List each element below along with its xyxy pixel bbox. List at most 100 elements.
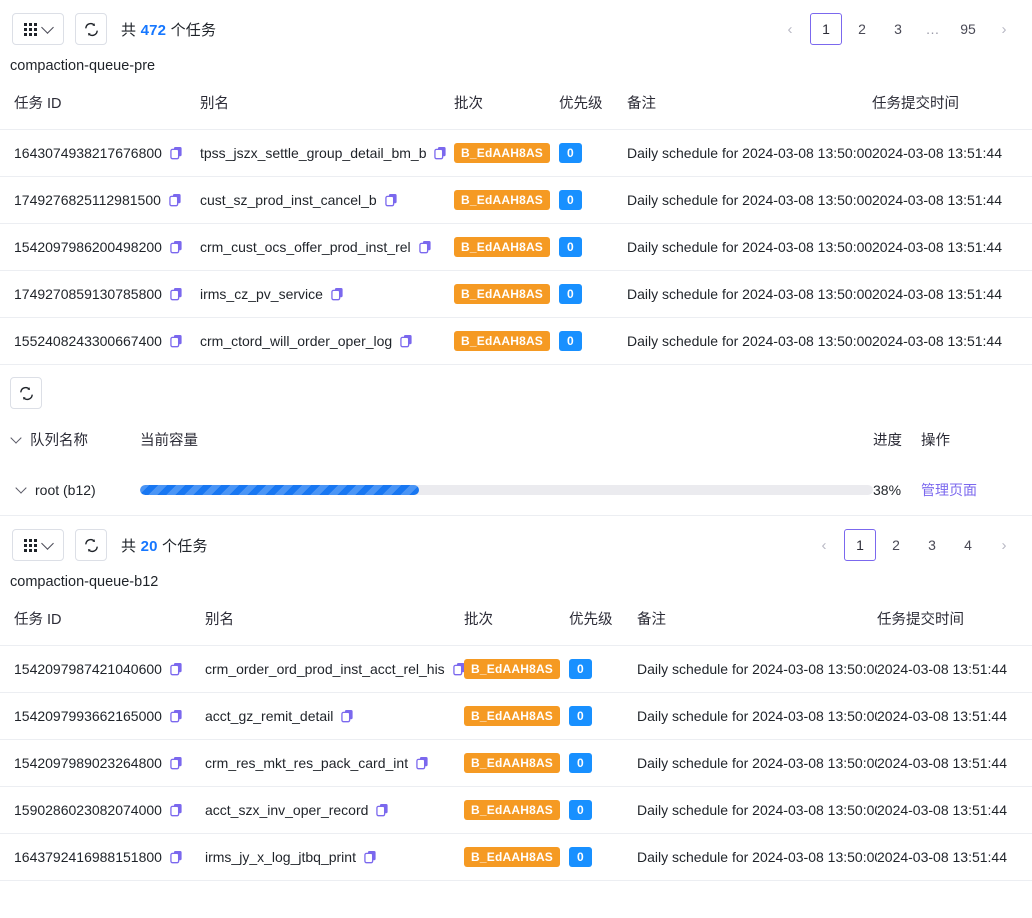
table-row: 1749270859130785800 irms_cz_pv_service B_E…: [0, 270, 1032, 318]
task-table-two: 任务 ID 别名 批次 优先级 备注 任务提交时间 15420979874210…: [0, 590, 1032, 881]
copy-icon[interactable]: [418, 240, 432, 254]
chevron-down-icon: [41, 20, 54, 34]
cell-alias: crm_res_mkt_res_pack_card_int: [205, 739, 464, 787]
table-row: 1643074938217676800 tpss_jszx_settle_grou…: [0, 129, 1032, 177]
priority-badge: 0: [559, 143, 582, 163]
cell-task-id: 1643074938217676800: [0, 129, 200, 177]
cell-submit-time: 2024-03-08 13:51:44: [872, 270, 1032, 318]
copy-icon[interactable]: [170, 709, 183, 723]
queue-header-row: 队列名称 当前容量 进度 操作: [0, 409, 1032, 466]
submit-time-value: 2024-03-08 13:51:44: [877, 802, 1007, 818]
manage-page-link[interactable]: 管理页面: [921, 482, 977, 498]
refresh-icon: [84, 538, 98, 552]
chevron-down-icon[interactable]: [10, 431, 22, 444]
column-header-task-id-two: 任务 ID: [0, 590, 205, 646]
pagination-ellipsis[interactable]: …: [925, 21, 941, 37]
copy-icon[interactable]: [170, 803, 183, 817]
copy-icon[interactable]: [384, 193, 398, 207]
pagination-page-1[interactable]: 1: [810, 13, 842, 45]
alias-value: crm_res_mkt_res_pack_card_int: [205, 755, 409, 771]
batch-badge: B_EdAAH8AS: [454, 331, 551, 351]
column-header-remark-two: 备注: [637, 590, 877, 646]
copy-icon[interactable]: [341, 709, 354, 723]
task-count-two: 共 20 个任务: [121, 535, 208, 556]
table-header-row-two: 任务 ID 别名 批次 优先级 备注 任务提交时间: [0, 590, 1032, 646]
chevron-down-icon[interactable]: [15, 482, 27, 494]
pagination-prev-two[interactable]: ‹: [821, 536, 827, 554]
copy-icon[interactable]: [170, 756, 183, 770]
copy-icon[interactable]: [169, 193, 182, 207]
copy-icon[interactable]: [170, 334, 183, 348]
submit-time-value: 2024-03-08 13:51:44: [877, 849, 1007, 865]
pagination-section-one: ‹ 1 2 3 … 95 ›: [772, 13, 1022, 45]
pagination-two-page-3[interactable]: 3: [928, 537, 936, 553]
copy-icon[interactable]: [416, 756, 429, 770]
copy-icon[interactable]: [170, 662, 183, 676]
alias-value: crm_cust_ocs_offer_prod_inst_rel: [200, 239, 411, 255]
copy-icon[interactable]: [376, 803, 389, 817]
refresh-button[interactable]: [75, 13, 107, 45]
cell-batch: B_EdAAH8AS: [454, 223, 559, 271]
queue-row-name-cell: root (b12): [0, 466, 140, 516]
copy-icon[interactable]: [170, 240, 183, 254]
toolbar-section-two: 共 20 个任务 ‹ 1 2 3 4 ›: [0, 516, 1032, 574]
copy-icon[interactable]: [400, 334, 413, 348]
pagination-next-two[interactable]: ›: [1001, 536, 1007, 554]
task-id-value: 1643792416988151800: [14, 849, 162, 865]
pagination-two-page-4[interactable]: 4: [964, 537, 972, 553]
copy-icon[interactable]: [434, 146, 447, 160]
cell-priority: 0: [569, 692, 637, 740]
cell-remark: Daily schedule for 2024-03-08 13:50:00: [627, 317, 872, 365]
table-row: 1643792416988151800 irms_jy_x_log_jtbq_pr…: [0, 833, 1032, 881]
cell-priority: 0: [559, 317, 627, 365]
cell-task-id: 1552408243300667400: [0, 317, 200, 365]
grid-view-icon: [24, 22, 37, 36]
task-count-one: 共 472 个任务: [121, 19, 216, 40]
alias-value: acct_szx_inv_oper_record: [205, 802, 369, 818]
copy-icon[interactable]: [170, 287, 183, 301]
cell-submit-time: 2024-03-08 13:51:44: [872, 176, 1032, 224]
submit-time-value: 2024-03-08 13:51:44: [872, 286, 1002, 302]
queue-toolbar: [0, 365, 1032, 409]
column-header-alias-two: 别名: [205, 590, 464, 646]
copy-icon[interactable]: [170, 146, 183, 160]
cell-remark: Daily schedule for 2024-03-08 13:50:00: [637, 739, 877, 787]
queue-table: 队列名称 当前容量 进度 操作 root (b12): [0, 409, 1032, 516]
pagination-page-95[interactable]: 95: [960, 21, 976, 37]
pagination-two-page-1[interactable]: 1: [844, 529, 876, 561]
grid-view-dropdown-button-two[interactable]: [12, 529, 64, 561]
table-row: 1749276825112981500 cust_sz_prod_inst_can…: [0, 176, 1032, 224]
count-prefix-two: 共: [121, 537, 141, 555]
copy-icon[interactable]: [364, 850, 377, 864]
grid-view-dropdown-button[interactable]: [12, 13, 64, 45]
pagination-next[interactable]: ›: [1001, 20, 1007, 38]
pagination-page-3[interactable]: 3: [894, 21, 902, 37]
alias-value: crm_ctord_will_order_oper_log: [200, 333, 393, 349]
count-prefix-one: 共: [121, 21, 141, 39]
queue-refresh-button[interactable]: [10, 377, 42, 409]
remark-value: Daily schedule for 2024-03-08 13:50:00: [637, 661, 877, 677]
cell-batch: B_EdAAH8AS: [454, 176, 559, 224]
pagination-two-page-2[interactable]: 2: [892, 537, 900, 553]
pagination-page-2[interactable]: 2: [858, 21, 866, 37]
cell-priority: 0: [569, 833, 637, 881]
submit-time-value: 2024-03-08 13:51:44: [872, 333, 1002, 349]
cell-submit-time: 2024-03-08 13:51:44: [877, 786, 1032, 834]
pagination-prev[interactable]: ‹: [787, 20, 793, 38]
refresh-button-two[interactable]: [75, 529, 107, 561]
remark-value: Daily schedule for 2024-03-08 13:50:00: [637, 849, 877, 865]
task-id-value: 1542097987421040600: [14, 661, 162, 677]
cell-priority: 0: [559, 129, 627, 177]
cell-task-id: 1749276825112981500: [0, 176, 200, 224]
table-title-one: compaction-queue-pre: [10, 58, 156, 74]
cell-alias: acct_gz_remit_detail: [205, 692, 464, 740]
copy-icon[interactable]: [452, 662, 464, 676]
copy-icon[interactable]: [331, 287, 344, 301]
column-header-submit-time: 任务提交时间: [872, 74, 1032, 130]
submit-time-value: 2024-03-08 13:51:44: [877, 661, 1007, 677]
count-value-two: 20: [140, 537, 158, 555]
queue-row: root (b12) 38% 管理页面: [0, 466, 1032, 516]
copy-icon[interactable]: [170, 850, 183, 864]
remark-value: Daily schedule for 2024-03-08 13:50:00: [627, 333, 872, 349]
cell-alias: crm_order_ord_prod_inst_acct_rel_his: [205, 645, 464, 693]
